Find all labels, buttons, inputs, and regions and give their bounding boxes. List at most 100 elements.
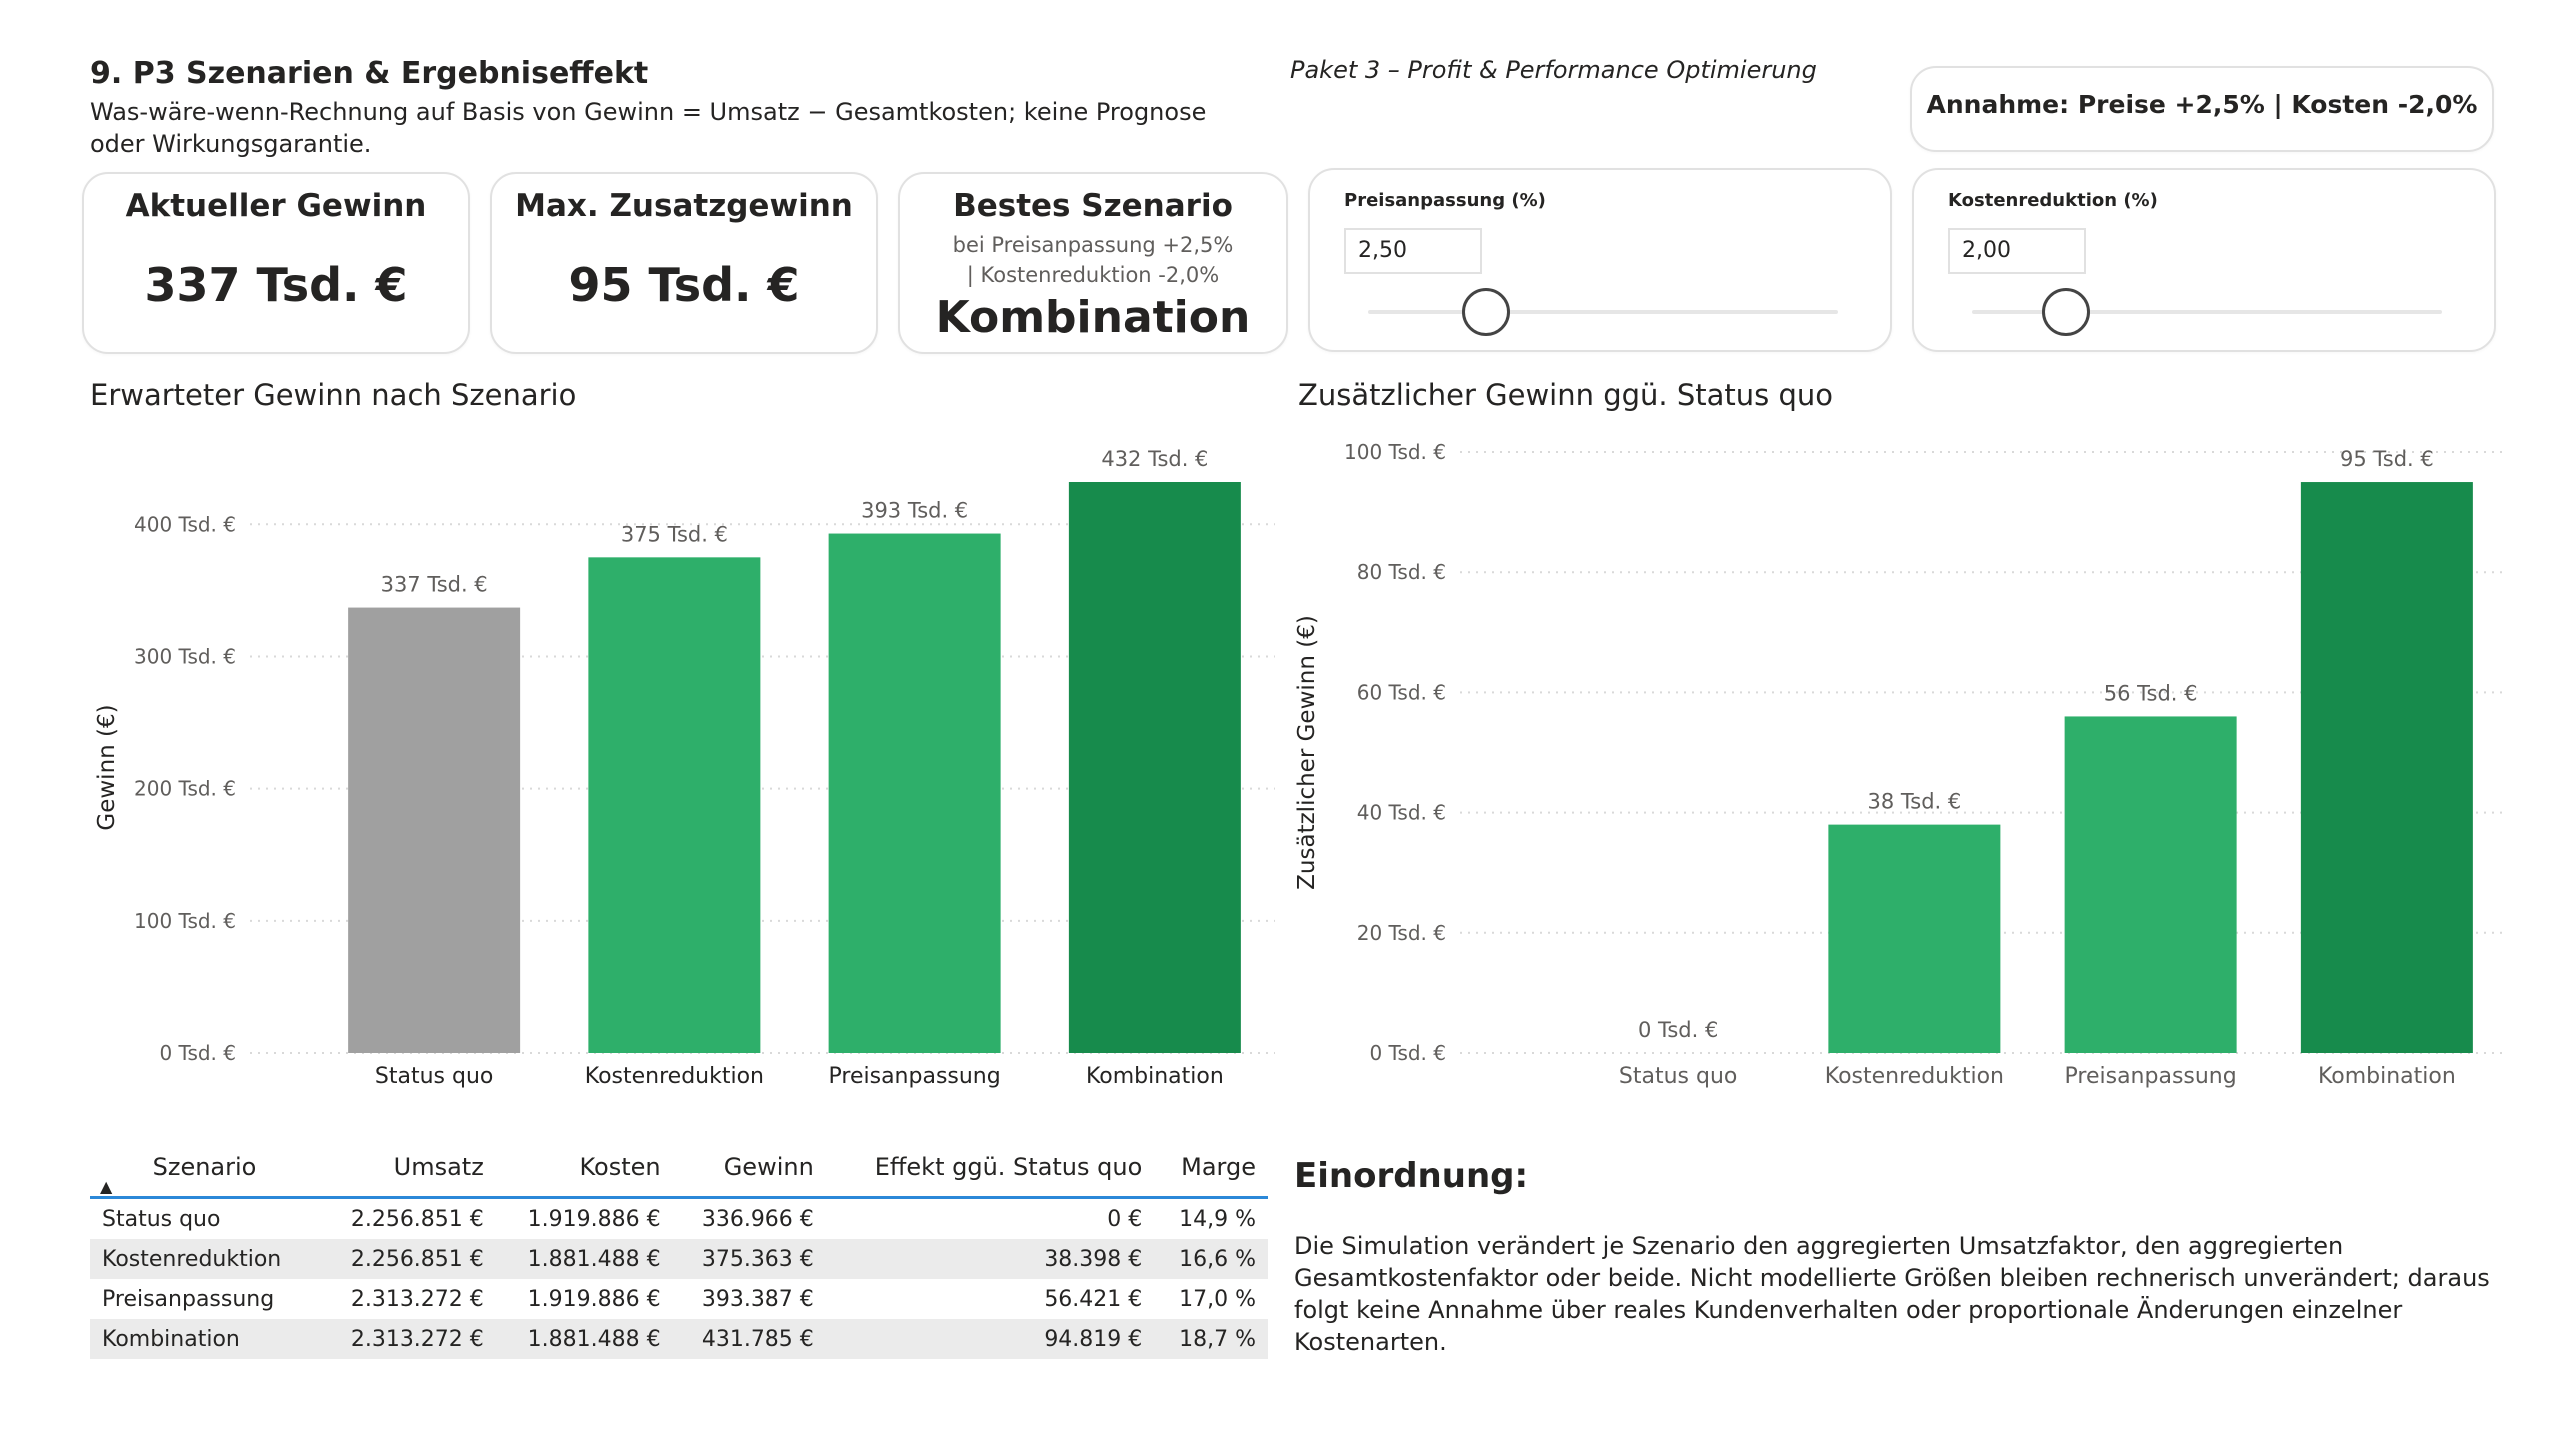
kpi-title: Aktueller Gewinn [125,188,427,224]
kpi-value: 95 Tsd. € [568,258,800,312]
cell-profit: 431.785 € [672,1319,826,1359]
y-tick-label: 200 Tsd. € [134,777,236,801]
cell-revenue: 2.313.272 € [318,1319,496,1359]
cell-scenario: Kostenreduktion [90,1239,319,1279]
y-tick-label: 400 Tsd. € [134,512,236,536]
scenario-table: Szenario ▲ Umsatz Kosten Gewinn Effekt g… [90,1138,1268,1359]
bar [2064,716,2237,1053]
kpi-value: 337 Tsd. € [144,258,408,312]
assumption-text: Annahme: Preise +2,5% | Kosten -2,0% [1926,90,2478,119]
kpi-value: Kombination [935,292,1251,343]
column-header-profit[interactable]: Gewinn [723,1153,814,1181]
cell-margin: 16,6 % [1154,1239,1268,1279]
y-tick-label: 20 Tsd. € [1357,921,1446,945]
data-label: 375 Tsd. € [621,522,728,546]
x-tick-label: Kostenreduktion [1825,1064,2004,1089]
data-label: 337 Tsd. € [381,573,488,597]
y-axis-label: Gewinn (€) [94,704,120,830]
column-header-scenario[interactable]: Szenario ▲ [100,1153,257,1196]
column-header-margin[interactable]: Marge [1181,1153,1256,1181]
table-row: Kostenreduktion 2.256.851 € 1.881.488 € … [90,1239,1268,1279]
cell-costs: 1.919.886 € [527,1286,661,1312]
column-header-revenue[interactable]: Umsatz [393,1153,484,1181]
package-label: Paket 3 – Profit & Performance Optimieru… [1290,56,1817,84]
kpi-card-max-additional: Max. Zusatzgewinn 95 Tsd. € [490,172,878,354]
bar [1828,824,2001,1053]
y-tick-label: 40 Tsd. € [1357,801,1446,825]
column-header-costs[interactable]: Kosten [579,1153,661,1181]
chart-title-expected-profit: Erwarteter Gewinn nach Szenario [90,378,577,412]
x-tick-label: Preisanpassung [829,1064,1001,1089]
y-tick-label: 0 Tsd. € [159,1041,236,1065]
cell-effect: 56.421 € [1044,1286,1143,1312]
price-adjustment-input[interactable]: 2,50 [1344,228,1482,274]
cell-effect: 0 € [1107,1206,1143,1232]
cell-effect: 38.398 € [825,1239,1155,1279]
y-tick-label: 80 Tsd. € [1357,560,1446,584]
cell-costs: 1.881.488 € [495,1319,673,1359]
y-axis-label: Zusätzlicher Gewinn (€) [1294,615,1320,890]
x-tick-label: Preisanpassung [2065,1064,2237,1089]
cell-margin: 14,9 % [1179,1206,1256,1232]
chart-expected-profit: 0 Tsd. € 100 Tsd. € 200 Tsd. € 300 Tsd. € 40… [94,447,1275,1089]
data-label: 38 Tsd. € [1868,790,1962,814]
y-tick-label: 300 Tsd. € [134,644,236,668]
chart-additional-profit: 0 Tsd. € 20 Tsd. € 40 Tsd. € 60 Tsd. € 80 Ts… [1294,440,2505,1089]
y-tick-label: 100 Tsd. € [1344,440,1446,464]
cell-margin: 17,0 % [1179,1286,1256,1312]
sort-ascending-icon[interactable]: ▲ [100,1177,113,1196]
bar [1068,482,1241,1053]
x-tick-label: Kombination [2318,1064,2456,1089]
kpi-title: Bestes Szenario [953,188,1233,224]
cell-profit: 336.966 € [701,1206,814,1232]
slider-track[interactable] [1972,310,2442,314]
data-label: 95 Tsd. € [2340,447,2434,471]
bar [588,557,761,1053]
data-label: 432 Tsd. € [1101,447,1208,471]
slider-track[interactable] [1368,310,1838,314]
note-title: Einordnung: [1294,1156,1529,1196]
data-label: 56 Tsd. € [2104,681,2198,705]
slider-thumb[interactable] [2042,288,2090,336]
cell-costs: 1.919.886 € [527,1206,661,1232]
cell-profit: 393.387 € [701,1286,814,1312]
x-tick-label: Kostenreduktion [585,1064,764,1089]
y-tick-label: 60 Tsd. € [1357,680,1446,704]
cell-scenario: Status quo [102,1206,221,1232]
cell-scenario: Kombination [90,1319,319,1359]
bar [2300,482,2473,1053]
cell-revenue: 2.256.851 € [350,1206,484,1232]
note-text: Die Simulation verändert je Szenario den… [1294,1232,2490,1356]
slider-card-price: Preisanpassung (%) 2,50 [1308,168,1892,352]
cell-revenue: 2.256.851 € [318,1239,496,1279]
cell-effect: 94.819 € [825,1319,1155,1359]
x-tick-label: Status quo [1619,1064,1737,1089]
x-tick-label: Status quo [375,1064,493,1089]
table-row: Status quo 2.256.851 € 1.919.886 € 336.9… [90,1198,1268,1240]
bar [348,607,521,1053]
slider-thumb[interactable] [1461,288,1510,336]
cost-reduction-input[interactable]: 2,00 [1948,228,2086,274]
table-row: Preisanpassung 2.313.272 € 1.919.886 € 3… [90,1279,1268,1319]
y-tick-label: 100 Tsd. € [134,909,236,933]
kpi-card-best-scenario: Bestes Szenario bei Preisanpassung +2,5%… [898,172,1288,354]
assumption-card: Annahme: Preise +2,5% | Kosten -2,0% [1910,66,2494,152]
kpi-subtext: bei Preisanpassung +2,5% | Kostenredukti… [952,233,1234,287]
page-title: 9. P3 Szenarien & Ergebniseffekt [90,56,649,91]
cell-revenue: 2.313.272 € [350,1286,484,1312]
table-header-row: Szenario ▲ Umsatz Kosten Gewinn Effekt g… [90,1138,1268,1198]
slider-label: Preisanpassung (%) [1344,190,1546,211]
slider-card-cost: Kostenreduktion (%) 2,00 [1912,168,2496,352]
cell-scenario: Preisanpassung [102,1286,275,1312]
cell-profit: 375.363 € [672,1239,826,1279]
y-tick-label: 0 Tsd. € [1369,1041,1446,1065]
data-label: 0 Tsd. € [1638,1018,1718,1042]
page-subtitle: Was-wäre-wenn-Rechnung auf Basis von Gew… [90,98,1207,158]
slider-label: Kostenreduktion (%) [1948,190,2158,211]
column-header-effect[interactable]: Effekt ggü. Status quo [874,1153,1143,1181]
kpi-card-current-profit: Aktueller Gewinn 337 Tsd. € [82,172,470,354]
bar [828,533,1001,1053]
table-row: Kombination 2.313.272 € 1.881.488 € 431.… [90,1319,1268,1359]
chart-title-additional-profit: Zusätzlicher Gewinn ggü. Status quo [1298,378,1833,412]
cell-margin: 18,7 % [1154,1319,1268,1359]
